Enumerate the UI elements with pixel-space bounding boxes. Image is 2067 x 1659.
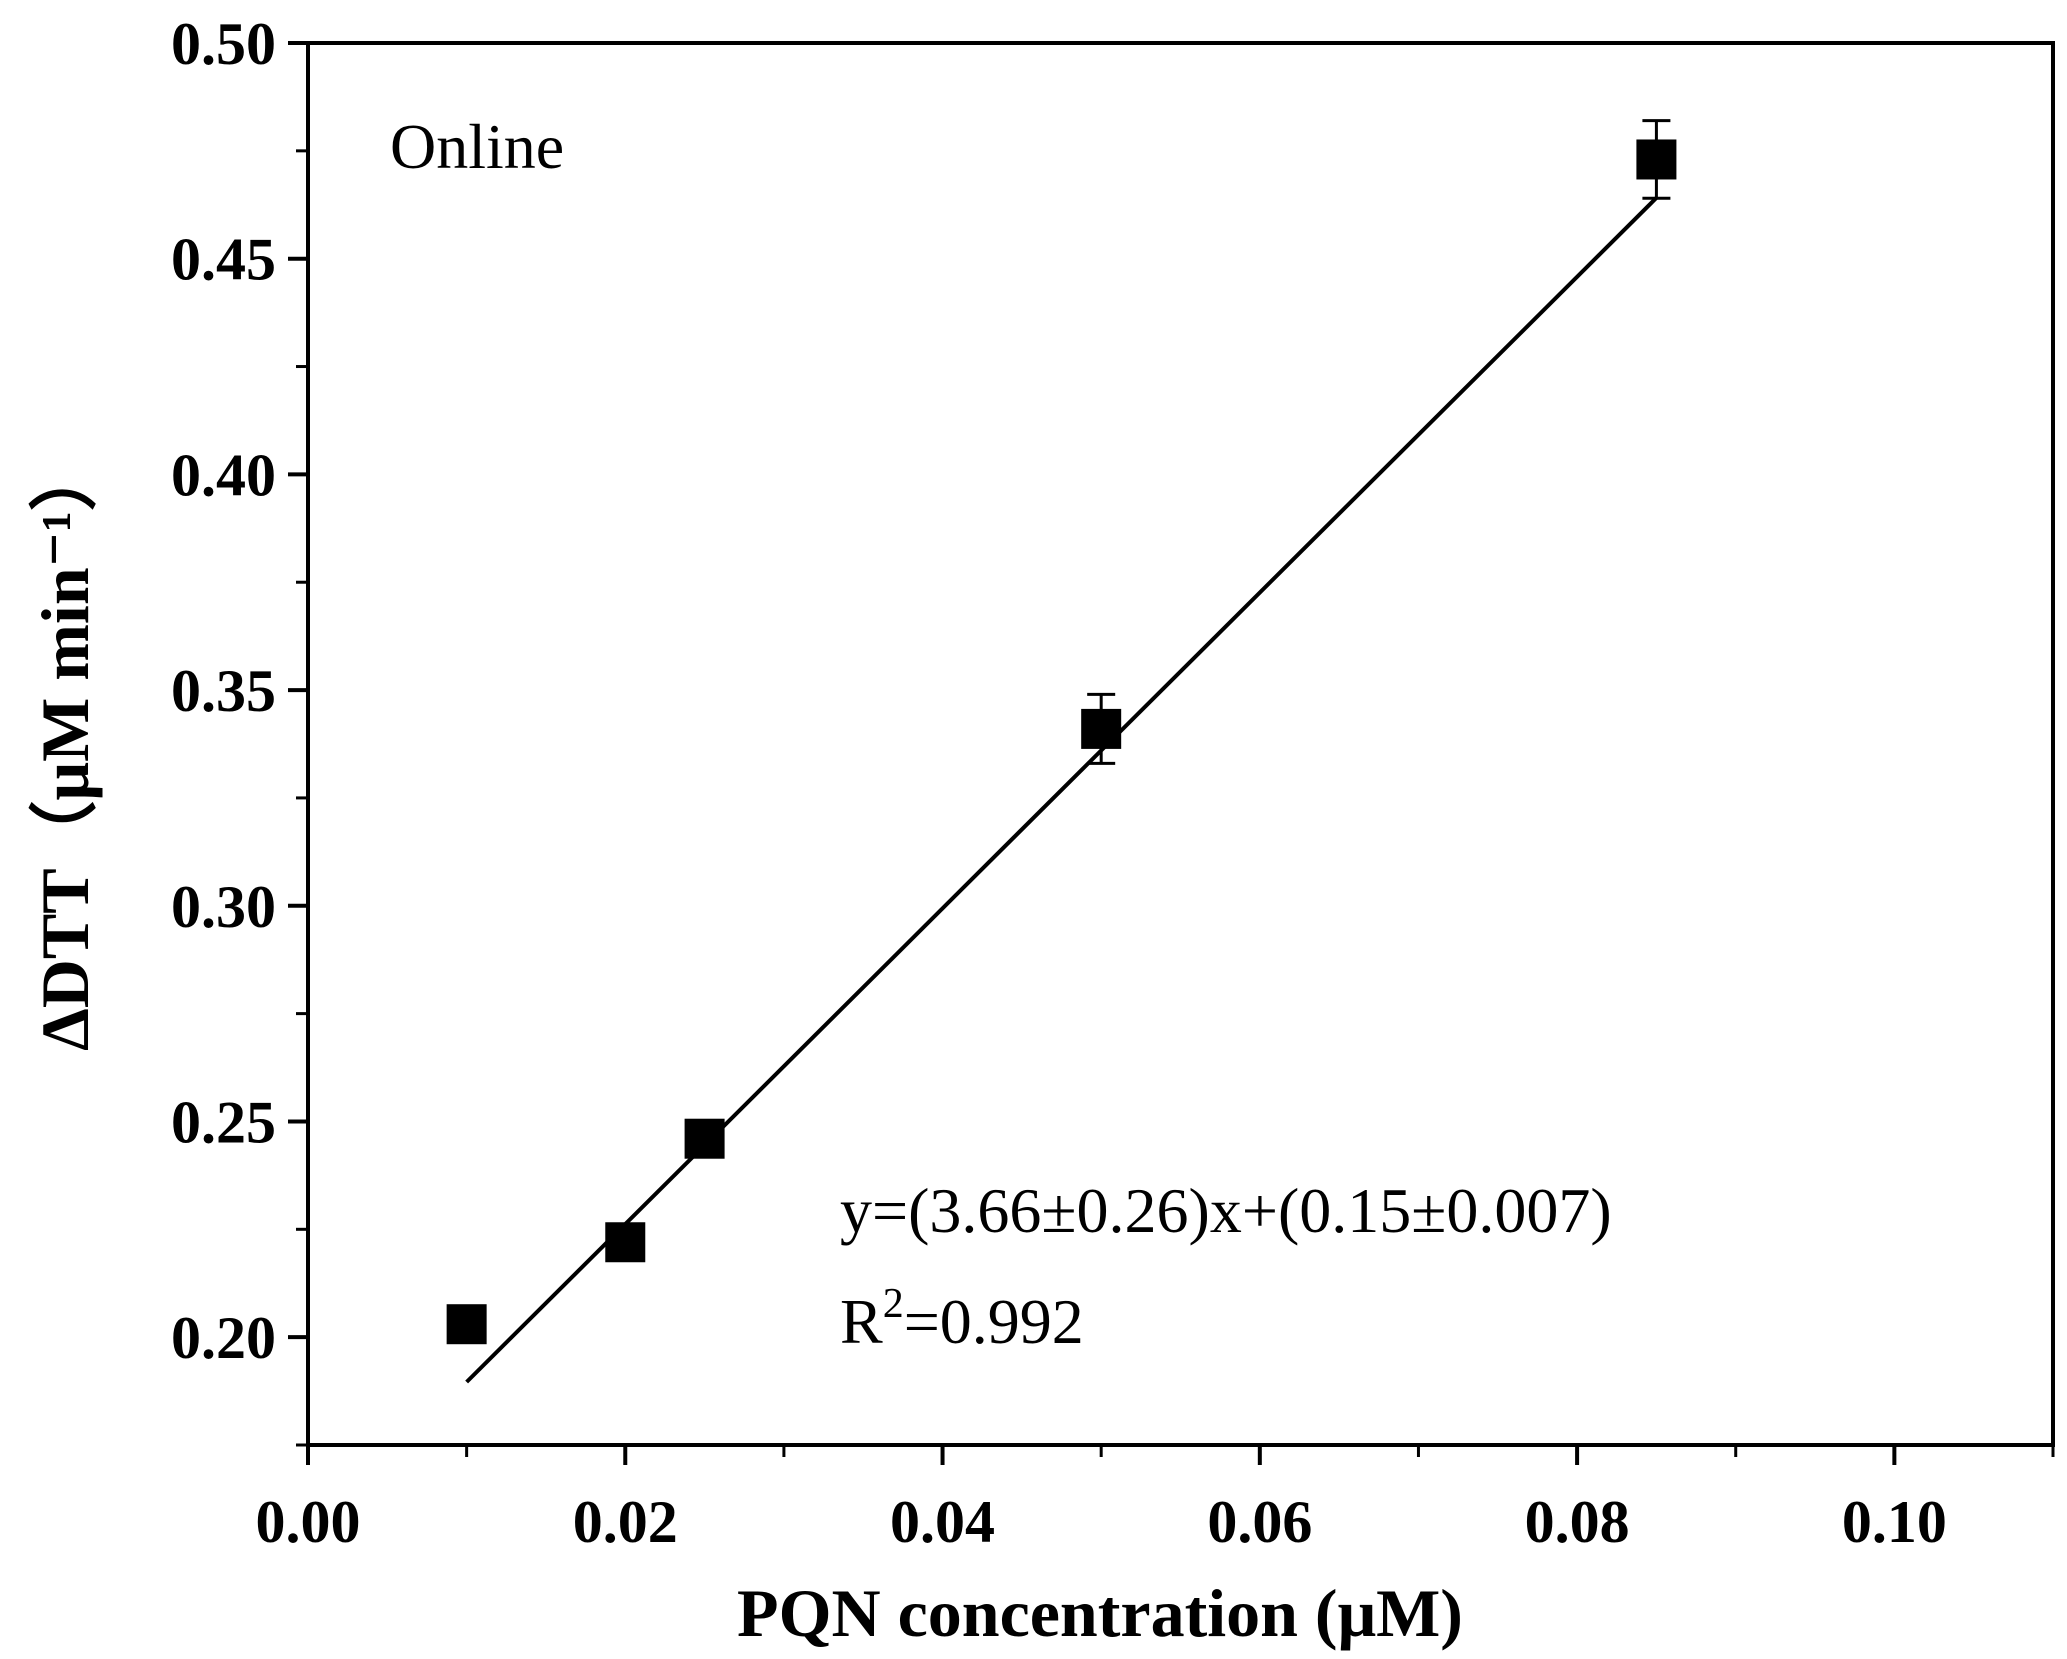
x-axis-title: PQN concentration (μM) (737, 1575, 1463, 1651)
data-point-3 (1081, 708, 1122, 749)
fit-line-group (465, 196, 1658, 1384)
r2-superscript: 2 (883, 1281, 904, 1327)
data-point-1 (605, 1222, 646, 1263)
r2-letter: R (840, 1286, 883, 1357)
plot-frame (306, 41, 2055, 1447)
axis-ticks: 0.00 0.02 0.04 0.06 0.08 0.10 0.20 0.25 0.30 0.35… (171, 11, 2055, 1555)
x-tick-label-3: 0.06 (1207, 1489, 1312, 1555)
x-tick-label-5: 0.10 (1842, 1489, 1947, 1555)
r2-label: R2=0.992 (840, 1281, 1084, 1357)
data-point-2 (684, 1118, 725, 1159)
data-points (446, 119, 1677, 1345)
y-tick-label-0: 0.20 (171, 1305, 276, 1371)
x-tick-label-0: 0.00 (256, 1489, 361, 1555)
fit-line (465, 196, 1658, 1384)
y-tick-label-2: 0.30 (171, 874, 276, 940)
online-label: Online (390, 111, 564, 182)
y-tick-label-6: 0.50 (171, 11, 276, 77)
y-axis-title: ΔDTT（μM min⁻¹） (27, 443, 103, 1051)
y-tick-label-5: 0.45 (171, 227, 276, 293)
x-tick-label-4: 0.08 (1525, 1489, 1630, 1555)
y-tick-label-3: 0.35 (171, 658, 276, 724)
x-tick-label-2: 0.04 (890, 1489, 995, 1555)
data-point-0 (446, 1304, 487, 1345)
equation-label: y=(3.66±0.26)x+(0.15±0.007) (840, 1175, 1612, 1246)
y-tick-label-1: 0.25 (171, 1089, 276, 1155)
x-tick-label-1: 0.02 (573, 1489, 678, 1555)
data-point-4 (1636, 139, 1677, 180)
y-tick-label-4: 0.40 (171, 442, 276, 508)
r2-value: =0.992 (904, 1286, 1084, 1357)
